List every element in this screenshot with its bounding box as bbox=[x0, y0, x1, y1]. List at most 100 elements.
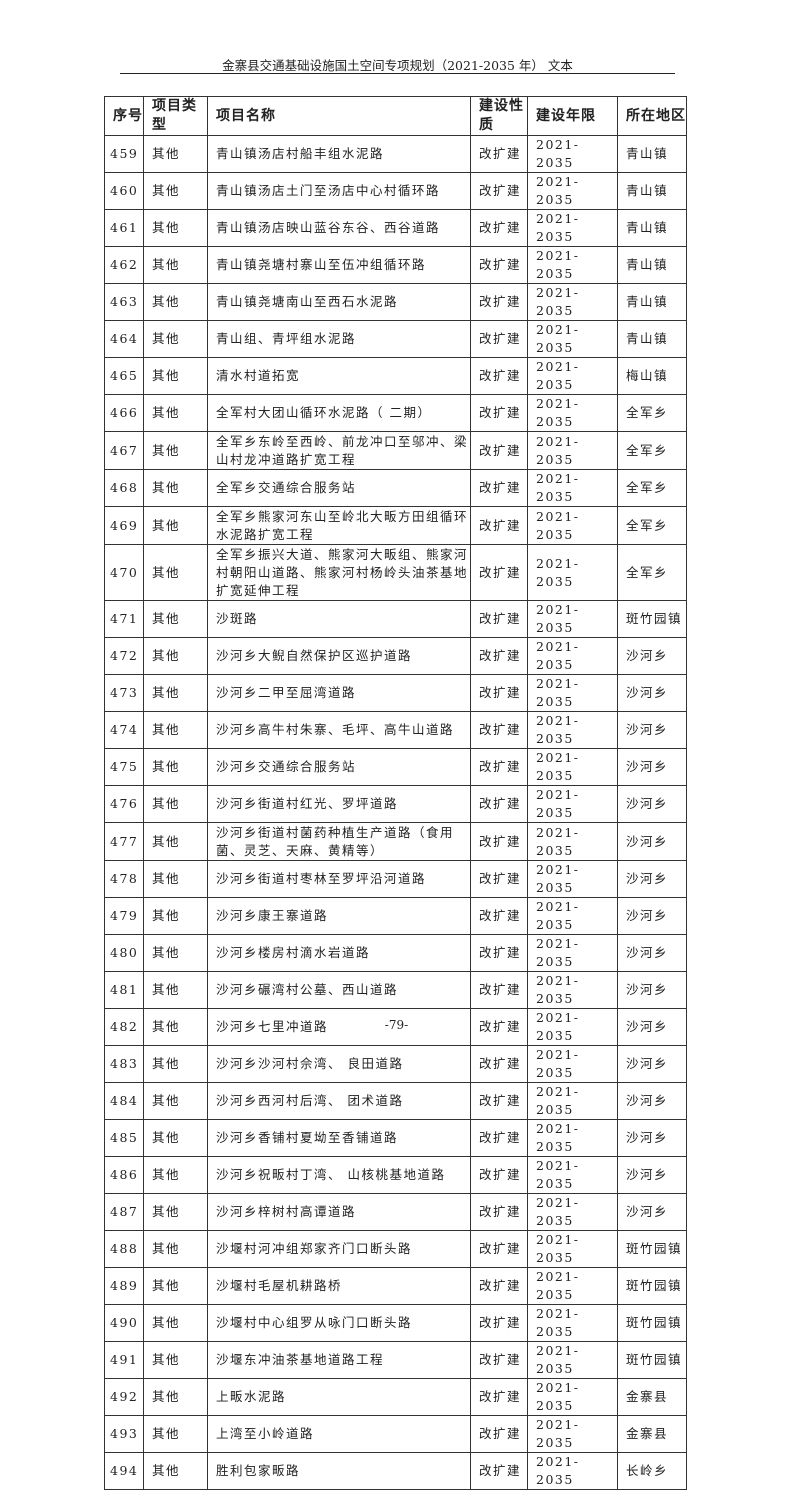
table-row: 483 其他 沙河乡沙河村佘湾、 良田道路 改扩建 2021-2035 沙河乡 bbox=[104, 1045, 687, 1083]
project-type-cell: 其他 bbox=[143, 469, 208, 507]
construction-period-cell: 2021-2035 bbox=[527, 897, 618, 935]
location-cell: 沙河乡 bbox=[617, 1045, 687, 1083]
table-row: 478 其他 沙河乡街道村枣林至罗坪沿河道路 改扩建 2021-2035 沙河乡 bbox=[104, 860, 687, 898]
construction-period-cell: 2021-2035 bbox=[527, 1415, 618, 1453]
construction-period-cell: 2021-2035 bbox=[527, 135, 618, 173]
page-number: -79- bbox=[384, 1018, 409, 1032]
location-cell: 梅山镇 bbox=[617, 357, 687, 395]
row-number-cell: 467 bbox=[104, 431, 144, 470]
project-type-cell: 其他 bbox=[143, 1267, 208, 1305]
project-name-cell: 沙河乡楼房村滴水岩道路 bbox=[207, 934, 471, 972]
project-name-cell: 沙河乡街道村菌药种植生产道路（食用菌、灵芝、天麻、黄精等） bbox=[207, 822, 471, 861]
construction-nature-cell: 改扩建 bbox=[470, 1230, 528, 1268]
construction-nature-cell: 改扩建 bbox=[470, 860, 528, 898]
project-name-cell: 沙河乡西河村后湾、 团术道路 bbox=[207, 1082, 471, 1120]
table-row: 481 其他 沙河乡碾湾村公墓、西山道路 改扩建 2021-2035 沙河乡 bbox=[104, 971, 687, 1009]
table-row: 468 其他 全军乡交通综合服务站 改扩建 2021-2035 全军乡 bbox=[104, 469, 687, 507]
construction-nature-cell: 改扩建 bbox=[470, 674, 528, 712]
project-name-cell: 胜利包家畈路 bbox=[207, 1452, 471, 1490]
project-name-cell: 沙堰村河冲组郑家齐门口断头路 bbox=[207, 1230, 471, 1268]
project-type-cell: 其他 bbox=[143, 1193, 208, 1231]
location-cell: 斑竹园镇 bbox=[617, 1341, 687, 1379]
project-name-cell: 沙河乡沙河村佘湾、 良田道路 bbox=[207, 1045, 471, 1083]
project-type-cell: 其他 bbox=[143, 1452, 208, 1490]
location-cell: 全军乡 bbox=[617, 431, 687, 470]
table-row: 494 其他 胜利包家畈路 改扩建 2021-2035 长岭乡 bbox=[104, 1452, 687, 1490]
project-type-cell: 其他 bbox=[143, 1415, 208, 1453]
construction-nature-cell: 改扩建 bbox=[470, 1341, 528, 1379]
project-type-cell: 其他 bbox=[143, 394, 208, 432]
construction-nature-cell: 改扩建 bbox=[470, 1452, 528, 1490]
project-type-cell: 其他 bbox=[143, 1304, 208, 1342]
table-row: 476 其他 沙河乡街道村红光、罗坪道路 改扩建 2021-2035 沙河乡 bbox=[104, 785, 687, 823]
construction-period-cell: 2021-2035 bbox=[527, 860, 618, 898]
construction-period-cell: 2021-2035 bbox=[527, 1230, 618, 1268]
location-cell: 沙河乡 bbox=[617, 971, 687, 1009]
row-number-cell: 470 bbox=[104, 544, 144, 601]
construction-nature-cell: 改扩建 bbox=[470, 1082, 528, 1120]
construction-period-cell: 2021-2035 bbox=[527, 822, 618, 861]
location-cell: 金寨县 bbox=[617, 1378, 687, 1416]
row-number-cell: 471 bbox=[104, 600, 144, 638]
project-type-cell: 其他 bbox=[143, 283, 208, 321]
construction-period-cell: 2021-2035 bbox=[527, 1119, 618, 1157]
project-name-cell: 全军乡东岭至西岭、前龙冲口至邬冲、梁山村龙冲道路扩宽工程 bbox=[207, 431, 471, 470]
project-type-cell: 其他 bbox=[143, 1045, 208, 1083]
construction-nature-cell: 改扩建 bbox=[470, 748, 528, 786]
construction-period-cell: 2021-2035 bbox=[527, 1045, 618, 1083]
project-table: 序号 项目类型 项目名称 建设性质 建设年限 所在地区 459 其他 青山镇汤店村船… bbox=[104, 96, 687, 1490]
column-header: 建设性质 bbox=[470, 96, 528, 136]
construction-period-cell: 2021-2035 bbox=[527, 711, 618, 749]
row-number-cell: 490 bbox=[104, 1304, 144, 1342]
construction-nature-cell: 改扩建 bbox=[470, 600, 528, 638]
project-name-cell: 青山镇汤店土门至汤店中心村循环路 bbox=[207, 172, 471, 210]
row-number-cell: 478 bbox=[104, 860, 144, 898]
project-type-cell: 其他 bbox=[143, 897, 208, 935]
row-number-cell: 480 bbox=[104, 934, 144, 972]
construction-period-cell: 2021-2035 bbox=[527, 674, 618, 712]
table-row: 479 其他 沙河乡康王寨道路 改扩建 2021-2035 沙河乡 bbox=[104, 897, 687, 935]
project-type-cell: 其他 bbox=[143, 320, 208, 358]
project-name-cell: 沙河乡香铺村夏坳至香铺道路 bbox=[207, 1119, 471, 1157]
table-row: 492 其他 上畈水泥路 改扩建 2021-2035 金寨县 bbox=[104, 1378, 687, 1416]
project-name-cell: 沙河乡祝畈村丁湾、 山核桃基地道路 bbox=[207, 1156, 471, 1194]
row-number-cell: 481 bbox=[104, 971, 144, 1009]
row-number-cell: 484 bbox=[104, 1082, 144, 1120]
construction-nature-cell: 改扩建 bbox=[470, 1119, 528, 1157]
project-name-cell: 沙斑路 bbox=[207, 600, 471, 638]
construction-nature-cell: 改扩建 bbox=[470, 822, 528, 861]
row-number-cell: 483 bbox=[104, 1045, 144, 1083]
location-cell: 沙河乡 bbox=[617, 1082, 687, 1120]
location-cell: 沙河乡 bbox=[617, 822, 687, 861]
construction-nature-cell: 改扩建 bbox=[470, 1304, 528, 1342]
construction-nature-cell: 改扩建 bbox=[470, 1378, 528, 1416]
construction-period-cell: 2021-2035 bbox=[527, 357, 618, 395]
project-name-cell: 沙河乡交通综合服务站 bbox=[207, 748, 471, 786]
location-cell: 斑竹园镇 bbox=[617, 600, 687, 638]
table-row: 462 其他 青山镇尧塘村寨山至伍冲组循环路 改扩建 2021-2035 青山镇 bbox=[104, 246, 687, 284]
project-type-cell: 其他 bbox=[143, 506, 208, 545]
table-row: 459 其他 青山镇汤店村船丰组水泥路 改扩建 2021-2035 青山镇 bbox=[104, 135, 687, 173]
location-cell: 沙河乡 bbox=[617, 1156, 687, 1194]
table-row: 493 其他 上湾至小岭道路 改扩建 2021-2035 金寨县 bbox=[104, 1415, 687, 1453]
location-cell: 金寨县 bbox=[617, 1415, 687, 1453]
project-name-cell: 沙河乡碾湾村公墓、西山道路 bbox=[207, 971, 471, 1009]
construction-nature-cell: 改扩建 bbox=[470, 1267, 528, 1305]
table-row: 470 其他 全军乡振兴大道、熊家河大畈组、熊家河村朝阳山道路、熊家河村杨岭头油茶基… bbox=[104, 544, 687, 601]
project-type-cell: 其他 bbox=[143, 1378, 208, 1416]
row-number-cell: 493 bbox=[104, 1415, 144, 1453]
construction-nature-cell: 改扩建 bbox=[470, 506, 528, 545]
header-divider bbox=[120, 73, 675, 74]
construction-nature-cell: 改扩建 bbox=[470, 544, 528, 601]
location-cell: 沙河乡 bbox=[617, 748, 687, 786]
table-row: 461 其他 青山镇汤店映山蓝谷东谷、西谷道路 改扩建 2021-2035 青山镇 bbox=[104, 209, 687, 247]
project-type-cell: 其他 bbox=[143, 209, 208, 247]
project-type-cell: 其他 bbox=[143, 135, 208, 173]
construction-nature-cell: 改扩建 bbox=[470, 1008, 528, 1046]
location-cell: 斑竹园镇 bbox=[617, 1304, 687, 1342]
project-type-cell: 其他 bbox=[143, 1008, 208, 1046]
table-row: 465 其他 清水村道拓宽 改扩建 2021-2035 梅山镇 bbox=[104, 357, 687, 395]
location-cell: 沙河乡 bbox=[617, 934, 687, 972]
construction-period-cell: 2021-2035 bbox=[527, 431, 618, 470]
construction-nature-cell: 改扩建 bbox=[470, 172, 528, 210]
